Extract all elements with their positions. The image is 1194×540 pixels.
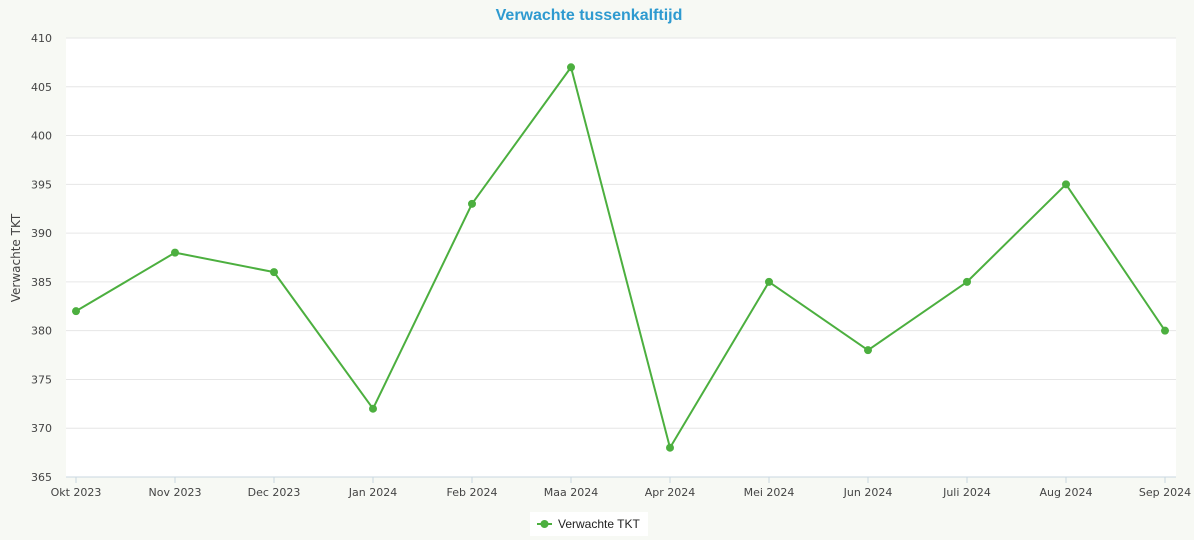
data-point[interactable]: [963, 277, 971, 286]
x-tick-label: Apr 2024: [645, 486, 696, 499]
x-tick-label: Feb 2024: [447, 486, 498, 499]
grid-lines: [66, 37, 1176, 478]
x-tick-label: Sep 2024: [1139, 486, 1191, 499]
x-tick-label: Juli 2024: [942, 486, 991, 499]
y-tick-label: 385: [31, 276, 52, 289]
x-tick-label: Jan 2024: [348, 486, 397, 499]
data-point[interactable]: [270, 268, 278, 277]
y-tick-label: 380: [31, 325, 52, 338]
data-point[interactable]: [1062, 180, 1070, 189]
legend[interactable]: Verwachte TKT: [530, 512, 648, 536]
y-axis: 365 370 375 380 385 390 395 400 405 410: [31, 32, 52, 484]
x-tick-label: Okt 2023: [51, 486, 102, 499]
y-tick-label: 395: [31, 178, 52, 191]
data-point[interactable]: [864, 346, 872, 355]
legend-dot-marker: [540, 520, 549, 528]
chart-title: Verwachte tussenkalftijd: [496, 7, 683, 24]
y-tick-label: 365: [31, 471, 52, 484]
data-point[interactable]: [1161, 326, 1169, 335]
y-axis-label: Verwachte TKT: [9, 213, 23, 302]
data-point[interactable]: [171, 248, 179, 257]
x-tick-label: Jun 2024: [843, 486, 893, 499]
data-point[interactable]: [72, 307, 80, 316]
data-point[interactable]: [369, 404, 377, 413]
x-axis: Okt 2023 Nov 2023 Dec 2023 Jan 2024 Feb 2024…: [51, 476, 1191, 499]
data-point[interactable]: [567, 63, 575, 72]
y-tick-label: 390: [31, 227, 52, 240]
y-tick-label: 400: [31, 130, 52, 143]
y-tick-label: 370: [31, 422, 52, 435]
x-tick-label: Maa 2024: [544, 486, 598, 499]
series-line: [75, 66, 1166, 449]
legend-label[interactable]: Verwachte TKT: [558, 517, 640, 531]
y-tick-label: 405: [31, 81, 52, 94]
y-tick-label: 410: [31, 32, 52, 45]
y-tick-label: 375: [31, 373, 52, 386]
data-point[interactable]: [468, 199, 476, 208]
x-tick-label: Dec 2023: [248, 486, 301, 499]
x-tick-label: Mei 2024: [744, 486, 795, 499]
x-tick-label: Aug 2024: [1040, 486, 1093, 499]
data-point[interactable]: [666, 443, 674, 452]
data-point[interactable]: [765, 277, 773, 286]
series-group: [72, 63, 1169, 452]
x-tick-label: Nov 2023: [149, 486, 202, 499]
